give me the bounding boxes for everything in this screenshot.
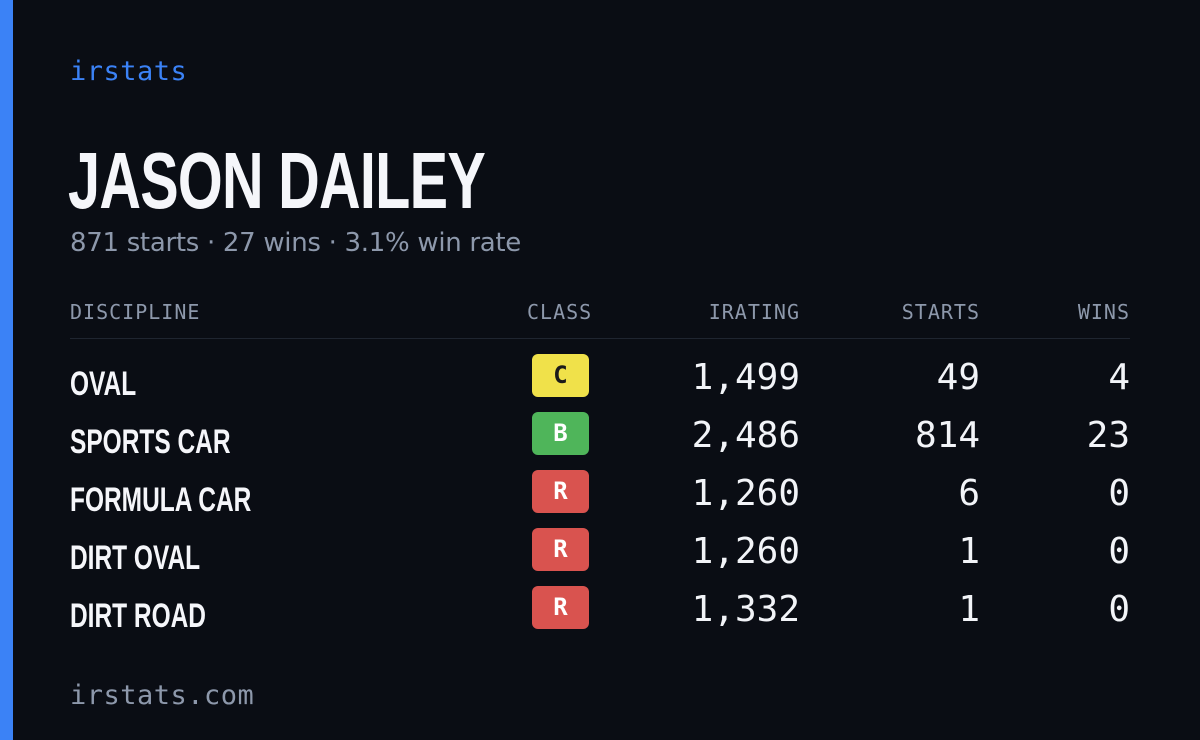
brand-logo-text[interactable]: irstats [70, 56, 188, 87]
table-row: DIRT ROAD R 1,332 1 0 [70, 584, 1130, 642]
discipline-label: DIRT ROAD [70, 597, 207, 635]
wins-value: 0 [1108, 531, 1130, 572]
class-badge: C [532, 354, 589, 397]
irating-value: 1,332 [691, 589, 800, 630]
class-badge: B [532, 412, 589, 455]
driver-summary: 871 starts · 27 wins · 3.1% win rate [70, 228, 522, 258]
wins-value: 0 [1108, 589, 1130, 630]
class-badge: R [532, 528, 589, 571]
driver-name: JASON DAILEY [68, 136, 486, 225]
discipline-label: DIRT OVAL [70, 539, 201, 577]
class-badge: R [532, 470, 589, 513]
irating-value: 2,486 [691, 415, 800, 456]
starts-value: 1 [958, 531, 980, 572]
stats-table: OVAL C 1,499 49 4 SPORTS CAR B 2,486 814… [70, 352, 1130, 642]
accent-bar [0, 0, 13, 740]
wins-value: 4 [1108, 357, 1130, 398]
starts-value: 1 [958, 589, 980, 630]
table-row: FORMULA CAR R 1,260 6 0 [70, 468, 1130, 526]
irating-value: 1,260 [691, 473, 800, 514]
discipline-label: OVAL [70, 365, 137, 403]
header-starts: STARTS [901, 300, 980, 324]
table-row: OVAL C 1,499 49 4 [70, 352, 1130, 410]
wins-value: 0 [1108, 473, 1130, 514]
header-discipline: DISCIPLINE [70, 300, 201, 324]
discipline-label: SPORTS CAR [70, 423, 231, 461]
table-header: DISCIPLINE CLASS IRATING STARTS WINS [70, 300, 1130, 339]
header-wins: WINS [1077, 300, 1130, 324]
wins-value: 23 [1086, 415, 1130, 456]
table-row: SPORTS CAR B 2,486 814 23 [70, 410, 1130, 468]
footer-url[interactable]: irstats.com [70, 680, 255, 711]
starts-value: 6 [958, 473, 980, 514]
discipline-label: FORMULA CAR [70, 481, 252, 519]
table-row: DIRT OVAL R 1,260 1 0 [70, 526, 1130, 584]
irating-value: 1,499 [691, 357, 800, 398]
starts-value: 814 [914, 415, 980, 456]
starts-value: 49 [936, 357, 980, 398]
class-badge: R [532, 586, 589, 629]
header-class: CLASS [527, 300, 593, 324]
irating-value: 1,260 [691, 531, 800, 572]
header-irating: IRATING [708, 300, 800, 324]
